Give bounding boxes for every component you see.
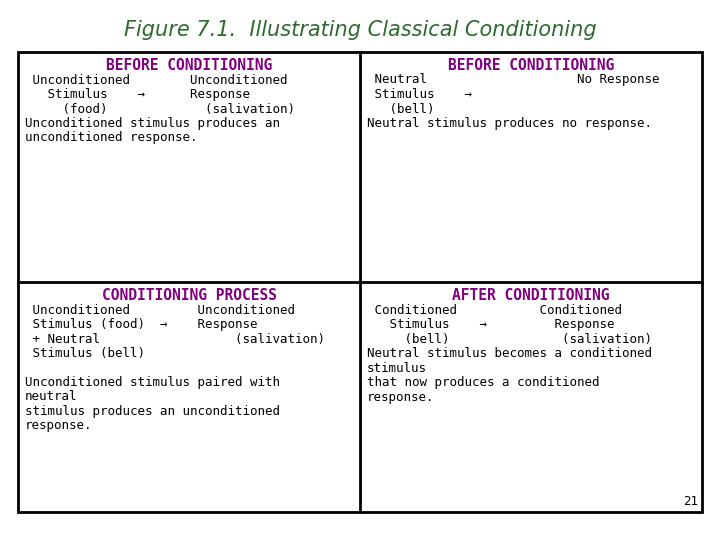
Text: Unconditioned        Unconditioned: Unconditioned Unconditioned [25, 73, 287, 86]
Text: Conditioned           Conditioned: Conditioned Conditioned [367, 303, 622, 316]
Text: that now produces a conditioned: that now produces a conditioned [367, 376, 600, 389]
Text: Unconditioned stimulus produces an: Unconditioned stimulus produces an [25, 117, 280, 130]
Text: stimulus produces an unconditioned: stimulus produces an unconditioned [25, 405, 280, 418]
Text: BEFORE CONDITIONING: BEFORE CONDITIONING [448, 57, 614, 72]
Text: AFTER CONDITIONING: AFTER CONDITIONING [452, 287, 610, 302]
Text: Stimulus    →      Response: Stimulus → Response [25, 88, 250, 101]
Text: Stimulus    →: Stimulus → [367, 88, 472, 101]
Text: (bell): (bell) [367, 103, 434, 116]
Text: response.: response. [367, 390, 434, 403]
Bar [18, 52, 702, 512]
Text: stimulus: stimulus [367, 361, 427, 375]
Text: unconditioned response.: unconditioned response. [25, 132, 197, 145]
Text: + Neutral                  (salivation): + Neutral (salivation) [25, 333, 325, 346]
Text: BEFORE CONDITIONING: BEFORE CONDITIONING [106, 57, 272, 72]
Text: Unconditioned stimulus paired with: Unconditioned stimulus paired with [25, 376, 280, 389]
Text: 21: 21 [683, 495, 698, 508]
Text: Neutral                    No Response: Neutral No Response [367, 73, 660, 86]
Text: Unconditioned         Unconditioned: Unconditioned Unconditioned [25, 303, 295, 316]
Text: Stimulus (bell): Stimulus (bell) [25, 347, 145, 360]
Text: Neutral stimulus produces no response.: Neutral stimulus produces no response. [367, 117, 652, 130]
Text: (food)             (salivation): (food) (salivation) [25, 103, 295, 116]
Text: response.: response. [25, 420, 92, 433]
Text: Stimulus    →         Response: Stimulus → Response [367, 318, 614, 331]
Text: neutral: neutral [25, 390, 78, 403]
Text: (bell)               (salivation): (bell) (salivation) [367, 333, 652, 346]
Text: Figure 7.1.  Illustrating Classical Conditioning: Figure 7.1. Illustrating Classical Condi… [124, 20, 596, 40]
Text: CONDITIONING PROCESS: CONDITIONING PROCESS [102, 287, 276, 302]
Text: Stimulus (food)  →    Response: Stimulus (food) → Response [25, 318, 258, 331]
Text: Neutral stimulus becomes a conditioned: Neutral stimulus becomes a conditioned [367, 347, 652, 360]
